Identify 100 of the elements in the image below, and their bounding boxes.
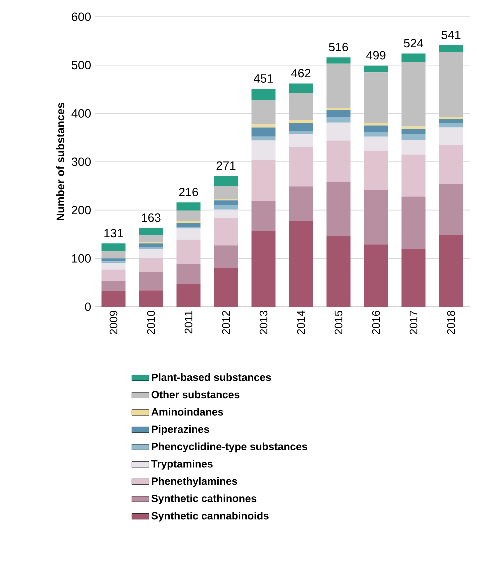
bar [439,128,464,146]
bar [139,244,164,248]
bar [289,186,314,221]
x-tick-label: 2013 [260,311,268,334]
bar [176,264,201,284]
y-tick-label: 100 [72,254,91,263]
y-tick-label: 400 [72,109,91,118]
bar [139,258,164,272]
y-tick-label: 600 [72,12,91,22]
bar [176,240,201,264]
total-label: 131 [104,229,124,238]
bar [326,64,351,108]
total-label: 524 [404,39,424,48]
bar [252,89,276,100]
bar [364,72,388,124]
bar [289,84,314,94]
bar [252,140,276,160]
bar [439,145,464,184]
bar [402,249,426,308]
bar [102,244,126,252]
legend-label: Plant-based substances [152,374,272,382]
total-label: 499 [366,51,386,60]
bar [176,223,201,228]
bar [439,123,464,128]
total-label: 451 [254,74,274,83]
bar [364,244,388,308]
bar [252,201,276,232]
bar [326,122,351,141]
legend-label: Phenethylamines [152,477,238,488]
bar [139,228,164,236]
total-label: 462 [292,69,311,78]
bar [214,200,238,206]
bar [102,281,126,292]
legend-label: Phencyclidine-type substances [152,442,308,453]
bar [364,66,388,73]
bar [326,236,351,308]
y-tick-label: 200 [72,206,91,215]
bar [326,118,351,123]
total-label: 216 [179,188,198,197]
y-tick-label: 0 [85,302,91,312]
bar [102,270,126,282]
bar [176,284,201,308]
bar [176,210,201,222]
total-label: 516 [329,43,348,52]
bar [364,132,388,137]
bar [364,150,388,190]
bar [252,160,276,202]
bar [326,58,351,64]
bar [289,120,314,124]
y-tick-label: 500 [72,61,91,70]
x-tick-label: 2015 [334,311,343,334]
bar [289,131,314,134]
legend-label: Aminoindanes [152,408,224,416]
legend-label: Synthetic cannabinoids [152,512,269,522]
legend-label: Other substances [152,390,240,399]
legend-label: Tryptamines [152,460,213,470]
bar [439,52,464,118]
bar [326,110,351,118]
bar [402,196,426,249]
x-tick-label: 2017 [410,311,418,334]
x-tick-label: 2016 [372,311,380,334]
y-tick-label: 300 [72,158,91,166]
bar [139,235,164,242]
legend-label: Synthetic cathinones [152,494,257,504]
total-label: 271 [216,162,236,170]
bar [139,272,164,291]
total-label: 541 [442,31,461,40]
bar [402,126,426,130]
bar [214,206,238,210]
x-tick-label: 2018 [447,311,456,334]
bar [326,140,351,182]
bar [326,182,351,236]
bar [439,119,464,124]
bar [402,129,426,134]
bar [439,46,464,52]
y-axis-title: Number of substances [56,103,65,221]
bar [214,246,238,268]
bar [289,134,314,148]
bar [439,235,464,308]
bar [214,218,238,246]
x-tick-label: 2012 [222,311,230,334]
x-tick-label: 2011 [184,311,193,334]
x-tick-label: 2009 [110,311,118,334]
legend-label: Piperazines [152,425,210,436]
x-tick-label: 2010 [147,310,156,334]
bar [402,54,426,62]
bar [289,93,314,120]
bar [364,190,388,245]
bar [176,202,201,211]
bar [214,176,238,186]
bar [252,231,276,308]
bar [214,210,238,218]
bar [102,263,126,270]
bar [439,184,464,236]
bar [214,268,238,308]
bar [402,140,426,155]
bar [402,62,426,127]
bar [364,136,388,151]
bar [252,100,276,125]
x-tick-label: 2014 [297,310,306,334]
